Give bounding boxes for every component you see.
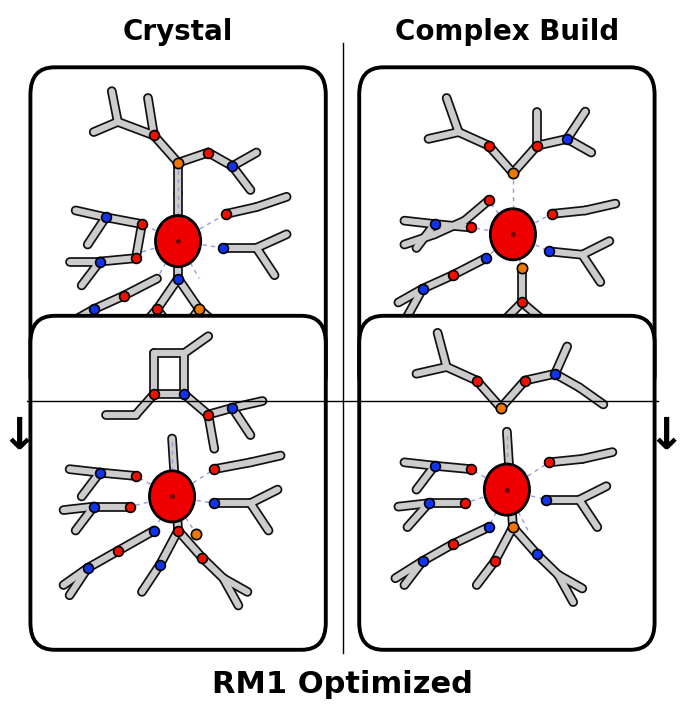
- Point: [209, 464, 220, 475]
- Text: Crystal: Crystal: [123, 18, 234, 46]
- Point: [544, 457, 555, 468]
- Point: [508, 168, 519, 179]
- Point: [423, 498, 434, 509]
- Point: [95, 467, 105, 479]
- FancyBboxPatch shape: [359, 67, 655, 401]
- Point: [532, 549, 543, 560]
- Point: [95, 256, 105, 267]
- Point: [149, 525, 160, 536]
- Point: [149, 130, 160, 141]
- Point: [203, 147, 214, 158]
- Point: [82, 562, 93, 574]
- Point: [173, 525, 184, 536]
- Point: [549, 368, 560, 379]
- Text: Complex Build: Complex Build: [395, 18, 619, 46]
- Point: [179, 388, 190, 400]
- Point: [197, 552, 208, 564]
- Point: [540, 494, 551, 506]
- Point: [88, 304, 99, 315]
- Point: [130, 253, 141, 264]
- Point: [508, 521, 519, 532]
- Point: [417, 555, 428, 567]
- Point: [484, 195, 495, 206]
- Point: [173, 331, 184, 342]
- Point: [516, 263, 527, 274]
- Point: [227, 160, 238, 172]
- Point: [429, 460, 440, 471]
- Text: ↓: ↓: [647, 415, 684, 458]
- Circle shape: [490, 209, 536, 260]
- Point: [151, 304, 162, 315]
- Point: [562, 133, 573, 145]
- Point: [149, 388, 160, 400]
- Point: [155, 559, 166, 570]
- Circle shape: [149, 471, 195, 522]
- Point: [429, 219, 440, 230]
- Point: [532, 140, 543, 151]
- FancyBboxPatch shape: [30, 316, 326, 650]
- Point: [173, 273, 184, 284]
- Point: [540, 317, 551, 329]
- Circle shape: [155, 216, 201, 267]
- Point: [516, 297, 527, 308]
- Point: [495, 402, 506, 413]
- Point: [190, 528, 201, 540]
- Point: [130, 470, 141, 481]
- Point: [471, 375, 482, 386]
- Point: [465, 222, 476, 233]
- Point: [136, 219, 147, 230]
- Point: [544, 246, 555, 257]
- Text: ↓: ↓: [1, 415, 38, 458]
- Point: [227, 402, 238, 413]
- Point: [447, 538, 458, 550]
- Point: [459, 498, 470, 509]
- Point: [88, 501, 99, 513]
- Point: [119, 290, 129, 301]
- Point: [547, 208, 558, 219]
- Point: [484, 140, 495, 151]
- Point: [194, 304, 205, 315]
- Text: RM1 Optimized: RM1 Optimized: [212, 670, 473, 699]
- Point: [484, 521, 495, 532]
- Point: [112, 545, 123, 557]
- Point: [203, 409, 214, 420]
- Point: [519, 375, 530, 386]
- Point: [465, 464, 476, 475]
- FancyBboxPatch shape: [30, 67, 326, 401]
- FancyBboxPatch shape: [359, 316, 655, 650]
- Point: [221, 208, 232, 219]
- Point: [125, 501, 136, 513]
- Point: [209, 498, 220, 509]
- Point: [100, 212, 111, 223]
- Point: [447, 270, 458, 281]
- Point: [173, 157, 184, 168]
- Circle shape: [484, 464, 530, 515]
- Point: [480, 253, 491, 264]
- Point: [417, 283, 428, 295]
- Point: [218, 242, 229, 253]
- Point: [489, 555, 500, 567]
